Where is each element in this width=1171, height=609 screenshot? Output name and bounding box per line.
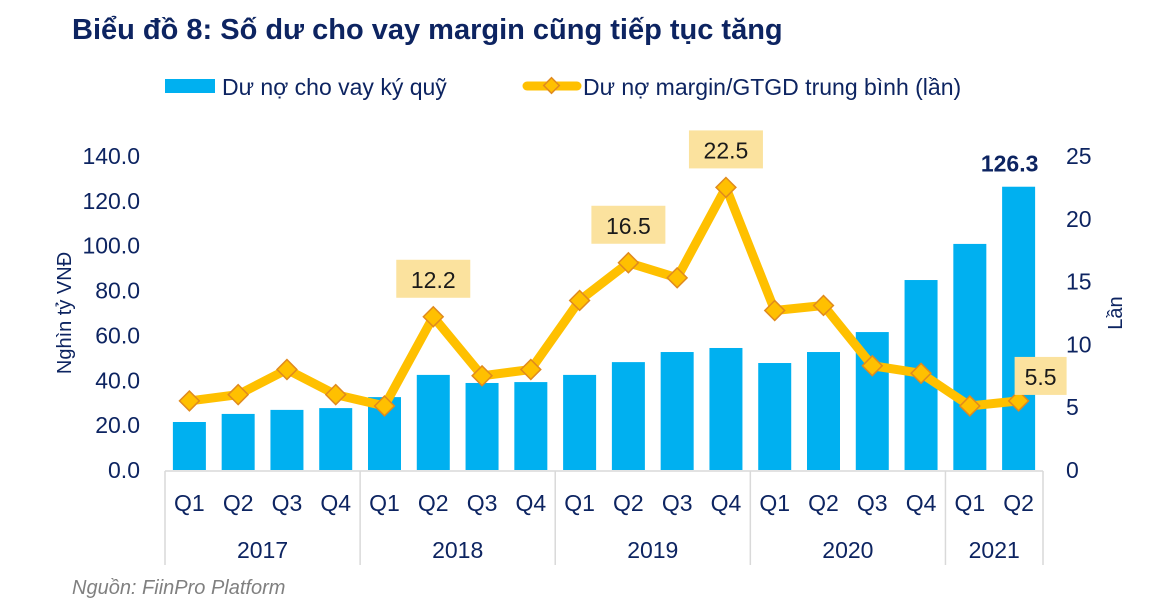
bar (221, 413, 255, 470)
bar (270, 409, 304, 470)
line-point (958, 394, 981, 417)
x-axis-tick: Q1 (564, 490, 595, 516)
right-axis-tick: 10 (1066, 331, 1092, 357)
x-axis-group-label: 2018 (432, 537, 483, 563)
bar (611, 362, 645, 470)
left-axis-tick: 120.0 (82, 188, 140, 214)
data-labels: 126.3 12.2 16.5 22.5 5.5 (396, 130, 1067, 395)
x-axis-tick: Q3 (467, 490, 498, 516)
line-point (1007, 389, 1030, 412)
line-point (910, 362, 933, 385)
x-axis-group-label: 2017 (237, 537, 288, 563)
line-data-label-box (396, 259, 471, 298)
line-point (812, 294, 835, 317)
line-point (422, 305, 445, 328)
bar (319, 408, 353, 470)
x-axis-tick: Q2 (1003, 490, 1034, 516)
right-axis-tick: 20 (1066, 206, 1092, 232)
x-axis-group-label: 2021 (969, 537, 1020, 563)
line-point (617, 251, 640, 274)
line-data-label: 12.2 (411, 267, 456, 293)
legend-bar-label: Dư nợ cho vay ký quỹ (222, 74, 447, 100)
line-point (227, 383, 250, 406)
x-axis-tick: Q1 (174, 490, 205, 516)
right-axis-label: Lần (1105, 296, 1127, 329)
bar (514, 382, 548, 470)
bar (758, 363, 792, 470)
bar (172, 422, 206, 470)
bar (563, 374, 597, 470)
right-axis-tick: 5 (1066, 394, 1079, 420)
line-data-label-box (688, 130, 763, 169)
left-axis-tick: 80.0 (95, 278, 140, 304)
x-axis-tick: Q1 (369, 490, 400, 516)
left-axis-tick: 40.0 (95, 367, 140, 393)
legend-diamond-icon (542, 76, 561, 95)
bar-data-label: 126.3 (981, 151, 1039, 177)
legend-line-label: Dư nợ margin/GTGD trung bình (lần) (583, 74, 961, 100)
line-data-label: 22.5 (704, 137, 749, 163)
bar (660, 352, 694, 470)
legend-bar-swatch (165, 79, 215, 93)
right-axis-tick: 0 (1066, 457, 1079, 483)
left-axis-label: Nghìn tỷ VNĐ (54, 252, 76, 374)
line-data-label-box (1014, 356, 1067, 395)
bar (709, 347, 743, 470)
x-axis-tick: Q2 (223, 490, 254, 516)
x-axis-tick: Q3 (857, 490, 888, 516)
bar (416, 374, 450, 470)
x-axis-tick: Q2 (808, 490, 839, 516)
right-axis-tick: 25 (1066, 143, 1092, 169)
line-point (714, 176, 737, 199)
x-axis-tick: Q3 (272, 490, 303, 516)
line-data-label: 16.5 (606, 213, 651, 239)
x-axis-tick: Q3 (662, 490, 693, 516)
left-axis-tick: 100.0 (82, 233, 140, 259)
line-point (373, 394, 396, 417)
x-axis-group-label: 2020 (822, 537, 873, 563)
chart-title: Biểu đồ 8: Số dư cho vay margin cũng tiế… (72, 14, 783, 46)
x-axis-tick: Q2 (613, 490, 644, 516)
line-point (178, 389, 201, 412)
x-axis-tick: Q4 (711, 490, 742, 516)
bar (465, 382, 499, 470)
legend: Dư nợ cho vay ký quỹ Dư nợ margin/GTGD tr… (165, 74, 961, 100)
x-axis-tick: Q2 (418, 490, 449, 516)
bar-series (172, 186, 1036, 470)
x-axis-tick: Q4 (906, 490, 937, 516)
axes: 0.0 20.0 40.0 60.0 80.0 100.0 120.0 140.0 0 5 10 15… (54, 143, 1127, 565)
line-point (763, 299, 786, 322)
left-axis-tick: 0.0 (108, 457, 140, 483)
bar (1002, 186, 1036, 470)
line-data-label: 5.5 (1025, 364, 1057, 390)
line-series (178, 176, 1030, 417)
bar (953, 243, 987, 470)
left-axis-tick: 60.0 (95, 322, 140, 348)
x-axis-tick: Q4 (515, 490, 546, 516)
x-axis-tick: Q1 (759, 490, 790, 516)
left-axis-tick: 140.0 (82, 143, 140, 169)
line-point (471, 364, 494, 387)
line-point (861, 354, 884, 377)
right-axis-tick: 15 (1066, 269, 1092, 295)
source-note: Nguồn: FiinPro Platform (72, 577, 286, 599)
line-point (324, 383, 347, 406)
bar (807, 352, 840, 470)
x-axis-group-label: 2019 (627, 537, 678, 563)
x-axis-tick: Q4 (320, 490, 351, 516)
line-point (275, 358, 298, 381)
left-axis-tick: 20.0 (95, 412, 140, 438)
line-point (666, 266, 689, 289)
line-point (519, 358, 542, 381)
line-point (568, 289, 591, 312)
line-data-label-box (591, 205, 666, 244)
x-axis-tick: Q1 (954, 490, 985, 516)
